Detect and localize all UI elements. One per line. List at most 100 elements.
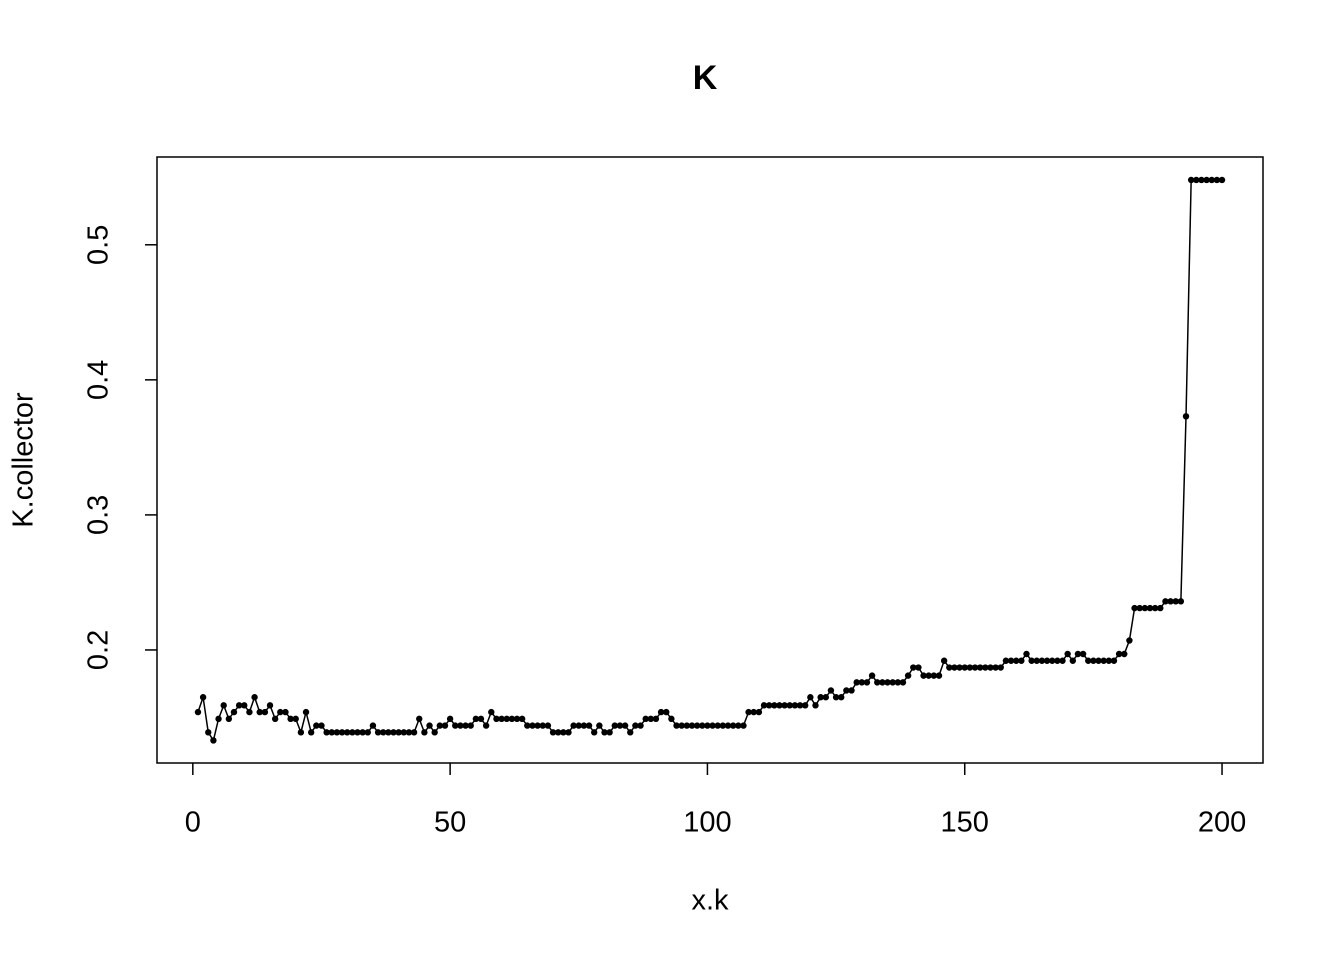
data-point [729, 722, 737, 729]
data-point [714, 722, 721, 729]
data-point [333, 729, 341, 736]
data-point [807, 694, 814, 701]
data-point [318, 722, 325, 729]
chart-title: K [693, 59, 718, 97]
data-point [1028, 657, 1035, 664]
data-point [205, 729, 212, 736]
x-tick-label: 0 [185, 807, 201, 839]
data-point [781, 702, 788, 709]
data-point [359, 729, 366, 736]
data-point [307, 729, 315, 736]
data-point [1049, 657, 1056, 664]
data-point [1074, 650, 1082, 658]
data-point [1110, 657, 1118, 664]
data-point [1115, 650, 1123, 658]
data-point [1100, 657, 1107, 664]
data-point [904, 672, 912, 679]
x-axis-label: x.k [691, 885, 729, 917]
data-point [740, 722, 747, 729]
data-point [992, 664, 999, 671]
data-point [400, 729, 408, 736]
data-point [297, 729, 305, 736]
data-point [899, 679, 907, 686]
data-point [971, 664, 979, 671]
data-point [1018, 657, 1025, 664]
data-point [1193, 176, 1200, 184]
data-point [426, 722, 433, 729]
data-point [539, 722, 546, 729]
data-point [498, 715, 505, 723]
data-point [935, 672, 943, 679]
data-point [884, 679, 891, 686]
data-point [611, 722, 618, 729]
data-point [462, 722, 469, 729]
data-point [652, 715, 660, 723]
data-point [848, 687, 855, 694]
data-point [292, 715, 299, 723]
data-point [894, 679, 902, 686]
data-point [796, 702, 804, 709]
data-point [1131, 604, 1138, 612]
data-point [354, 729, 361, 736]
data-point [745, 708, 752, 716]
data-point [591, 729, 598, 736]
data-point [1141, 604, 1149, 612]
data-point [874, 679, 881, 686]
data-point [1033, 657, 1040, 664]
data-point [302, 708, 310, 716]
data-point [503, 715, 510, 723]
y-axis-label: K.collector [8, 392, 40, 528]
data-point [431, 729, 438, 736]
data-point [647, 715, 655, 723]
data-point [446, 715, 454, 723]
data-point [910, 664, 917, 671]
data-point [889, 679, 896, 686]
data-point [493, 715, 500, 723]
data-point [627, 729, 634, 736]
data-point [863, 679, 871, 686]
x-tick-label: 50 [434, 807, 466, 839]
data-point [194, 708, 202, 716]
data-point [405, 729, 413, 736]
data-point [477, 715, 485, 723]
data-point [735, 722, 742, 729]
data-point [930, 672, 938, 679]
data-point [606, 729, 613, 736]
data-point [843, 687, 850, 694]
data-point [776, 702, 783, 709]
data-point [642, 715, 649, 723]
data-point [1136, 604, 1143, 612]
data-point [338, 729, 346, 736]
data-point [791, 702, 799, 709]
data-point [374, 729, 382, 736]
data-point [976, 664, 984, 671]
y-tick-label: 0.2 [83, 630, 115, 670]
data-point [410, 729, 418, 736]
data-point [1198, 176, 1205, 184]
data-point [369, 722, 377, 729]
data-point [802, 702, 809, 709]
data-point [946, 664, 953, 671]
data-point [343, 729, 351, 736]
data-point [1121, 650, 1128, 658]
data-point [838, 694, 845, 701]
data-point [956, 664, 963, 671]
data-point [313, 722, 320, 729]
data-point [524, 722, 531, 729]
data-point [1177, 598, 1185, 605]
data-point [241, 702, 248, 709]
data-point [868, 672, 876, 679]
data-point [1012, 657, 1020, 664]
data-point [1157, 604, 1164, 612]
data-point [997, 664, 1004, 671]
data-point [1069, 657, 1077, 664]
data-point [1085, 657, 1092, 664]
data-point [1203, 176, 1210, 184]
data-point [673, 722, 680, 729]
data-point [554, 729, 562, 736]
data-point [534, 722, 541, 729]
data-point [256, 708, 263, 716]
data-point [570, 722, 577, 729]
data-point [220, 702, 227, 709]
